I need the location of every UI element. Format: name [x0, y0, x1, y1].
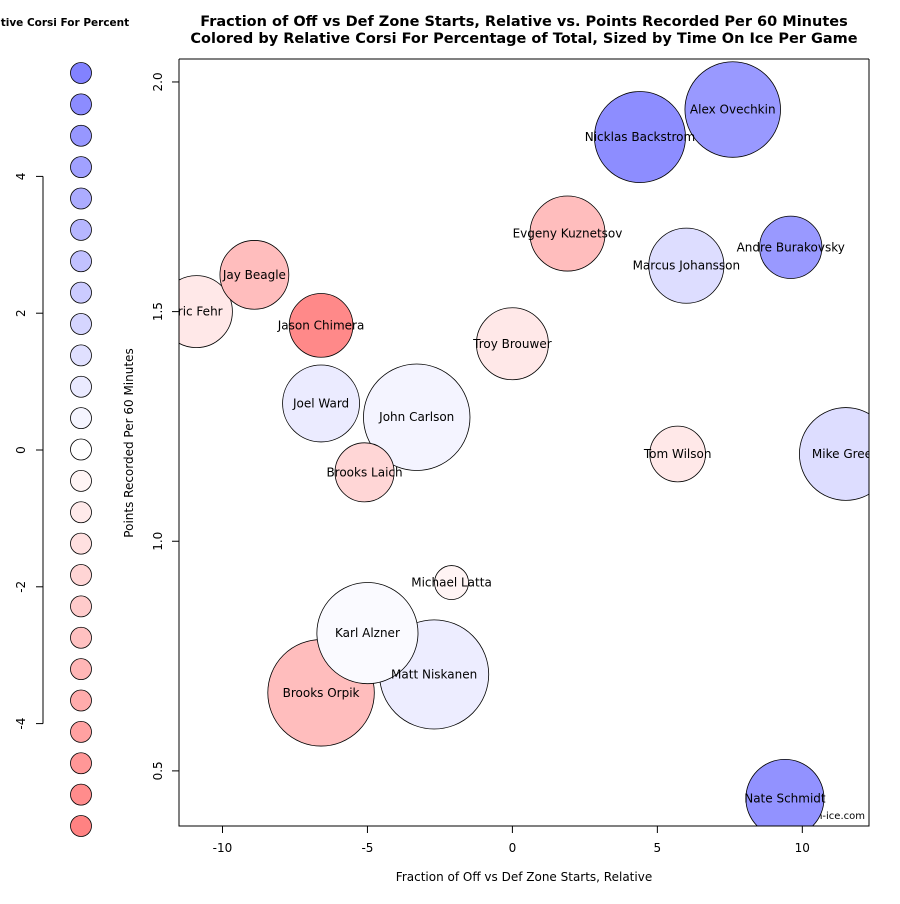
y-tick-label: 1.0 — [151, 532, 165, 551]
player-bubble — [219, 240, 290, 310]
player-label: Evgeny Kuznetsov — [513, 227, 623, 241]
legend-tick-label: -2 — [14, 581, 28, 593]
player-bubble — [529, 195, 606, 272]
player-label: Alex Ovechkin — [690, 103, 776, 117]
player-label: John Carlson — [378, 410, 454, 424]
chart-subtitle: Colored by Relative Corsi For Percentage… — [190, 31, 857, 47]
legend-swatch — [70, 564, 92, 586]
legend-swatch — [70, 93, 92, 116]
legend-swatch — [70, 783, 92, 806]
y-tick-label: 1.5 — [151, 302, 165, 321]
legend-swatch — [70, 62, 92, 84]
player-bubble — [799, 407, 869, 501]
chart-title: Fraction of Off vs Def Zone Starts, Rela… — [200, 14, 847, 30]
legend-swatch — [70, 281, 92, 304]
legend-swatch — [70, 595, 92, 618]
player-bubble — [684, 61, 781, 158]
player-bubble — [334, 442, 395, 503]
player-bubble — [476, 307, 549, 381]
player-bubble — [648, 227, 725, 304]
player-bubble — [363, 363, 471, 471]
y-tick-label: 2.0 — [151, 72, 165, 91]
bubble-label-layer: Matt Niskanen John Carlson Brooks Orpik Kar… — [170, 103, 880, 806]
legend-swatch — [70, 501, 92, 524]
legend-swatch — [70, 218, 92, 241]
color-legend: 4 2 0 -2 -4 — [14, 62, 92, 837]
player-bubble — [288, 293, 354, 358]
player-label: Karl Alzner — [335, 626, 400, 640]
player-label: Marcus Johansson — [633, 259, 741, 273]
player-bubble — [179, 275, 233, 348]
player-label: Tom Wilson — [643, 447, 712, 461]
legend-swatch — [70, 187, 92, 210]
x-tick-label: 0 — [509, 841, 517, 855]
legend-tick-label: -4 — [14, 718, 28, 730]
legend-swatch — [70, 375, 92, 398]
player-bubble — [745, 758, 825, 826]
player-label: Nicklas Backstrom — [585, 130, 695, 144]
legend-swatch — [70, 344, 92, 367]
player-label: Troy Brouwer — [472, 337, 552, 351]
player-bubble — [316, 582, 419, 685]
plot-frame — [178, 59, 870, 827]
legend-tick-label: 0 — [14, 446, 28, 454]
legend-swatch — [70, 532, 92, 555]
legend-swatch — [70, 626, 92, 649]
credit-text: war-on-ice.com — [788, 811, 865, 822]
legend-swatch — [70, 815, 92, 837]
player-label: Brooks Laich — [326, 465, 402, 479]
player-label: Jason Chimera — [277, 318, 365, 332]
player-label: Nate Schmidt — [744, 791, 826, 805]
legend-swatch — [70, 658, 92, 681]
y-tick-label: 0.5 — [151, 761, 165, 780]
legend-swatch — [70, 752, 92, 775]
legend-swatch — [70, 407, 92, 430]
legend-swatch — [70, 689, 92, 712]
legend-tick-label: 2 — [14, 309, 28, 317]
bubble-layer — [179, 61, 869, 826]
player-label: Matt Niskanen — [391, 667, 477, 681]
player-label: Joel Ward — [292, 396, 349, 410]
legend-swatch — [70, 313, 92, 335]
x-tick-label: 10 — [795, 841, 810, 855]
legend-swatch — [70, 156, 92, 179]
legend-swatch — [70, 250, 92, 273]
player-bubble — [649, 425, 706, 483]
legend-swatch — [70, 720, 92, 743]
legend-swatch — [70, 469, 92, 492]
x-tick-label: 5 — [654, 841, 662, 855]
player-label: Brooks Orpik — [283, 686, 360, 700]
player-bubble — [759, 215, 823, 279]
x-axis-label: Fraction of Off vs Def Zone Starts, Rela… — [396, 870, 652, 884]
x-tick-label: -10 — [213, 841, 233, 855]
player-bubble — [594, 91, 686, 184]
player-label: Mike Green — [812, 447, 880, 461]
player-bubble — [434, 565, 469, 600]
legend-swatch — [70, 124, 92, 147]
legend-tick-label: 4 — [14, 173, 28, 181]
player-label: Eric Fehr — [170, 305, 222, 319]
player-bubble — [282, 364, 360, 443]
player-label: Jay Beagle — [222, 268, 286, 282]
player-label: Michael Latta — [411, 576, 492, 590]
legend-swatch — [70, 438, 92, 461]
player-label: Andre Burakovsky — [737, 240, 845, 254]
y-axis-label: Points Recorded Per 60 Minutes — [122, 348, 136, 537]
x-tick-label: -5 — [361, 841, 373, 855]
color-legend-title: Relative Corsi For Percent — [0, 17, 129, 29]
